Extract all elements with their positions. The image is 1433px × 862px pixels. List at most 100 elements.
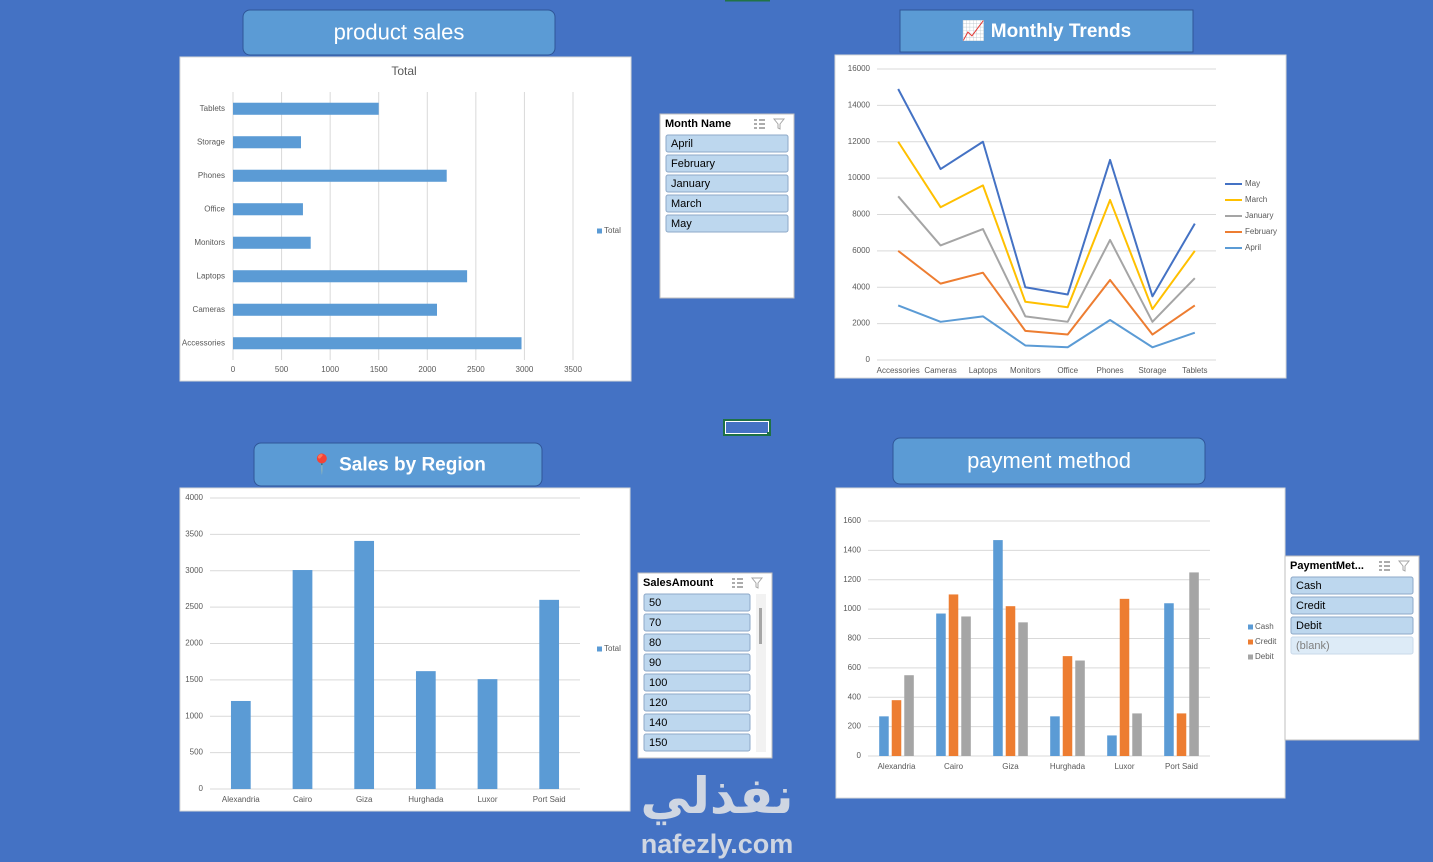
y-tick-label: Cameras — [193, 305, 225, 314]
x-tick-label: Alexandria — [878, 762, 916, 771]
line-series — [897, 304, 1196, 349]
bar — [993, 540, 1003, 756]
slicer-item[interactable] — [665, 154, 789, 173]
slicer-item[interactable] — [643, 733, 751, 752]
clear-filter-icon[interactable] — [750, 577, 764, 589]
bar — [233, 169, 447, 182]
bar — [233, 203, 303, 216]
slicer-title: SalesAmount — [643, 577, 714, 589]
y-tick-label: 1500 — [185, 675, 203, 684]
bar — [233, 136, 301, 149]
legend-swatch — [1248, 639, 1253, 645]
clear-filter-icon[interactable] — [1397, 560, 1411, 572]
bar — [1119, 598, 1130, 756]
bar — [477, 679, 498, 789]
chart-header: payment method — [967, 448, 1131, 473]
slicer-item[interactable] — [643, 593, 751, 612]
y-tick-label: 6000 — [852, 246, 870, 255]
legend-swatch — [597, 646, 602, 652]
bar — [1107, 735, 1117, 756]
y-tick-label: 400 — [848, 692, 862, 701]
slicer-item[interactable] — [643, 633, 751, 652]
bar — [961, 616, 971, 756]
slicer-item[interactable] — [1290, 636, 1414, 655]
slicer-item[interactable] — [1290, 596, 1414, 615]
x-tick-label: 0 — [231, 365, 236, 374]
x-tick-label: Phones — [1096, 366, 1123, 375]
bar — [1176, 713, 1187, 756]
y-tick-label: 2000 — [185, 639, 203, 648]
legend-swatch — [1248, 624, 1253, 630]
selected-cell[interactable] — [723, 419, 771, 436]
slicer-scroll-thumb[interactable] — [759, 608, 762, 644]
y-tick-label: 4000 — [852, 282, 870, 291]
line-series — [897, 88, 1196, 298]
watermark-latin: nafezly.com — [641, 829, 794, 859]
y-tick-label: 1400 — [843, 545, 861, 554]
bar — [1062, 656, 1073, 756]
legend-label: April — [1245, 243, 1261, 252]
slicer-item[interactable] — [643, 613, 751, 632]
bar — [233, 102, 379, 115]
bar — [1050, 716, 1060, 756]
y-tick-label: 200 — [848, 722, 862, 731]
slicer-item-label: 100 — [649, 677, 667, 689]
slicer-item[interactable] — [665, 194, 789, 213]
slicer-item[interactable] — [643, 713, 751, 732]
clear-filter-icon[interactable] — [772, 118, 786, 130]
slicer-item[interactable] — [1290, 616, 1414, 635]
bar — [936, 613, 946, 756]
chart-header-box — [242, 9, 556, 56]
line-series — [897, 141, 1196, 311]
chart-header-box — [899, 9, 1194, 53]
x-tick-label: Hurghada — [1050, 762, 1086, 771]
chart-panel — [834, 54, 1287, 379]
legend-swatch — [597, 228, 602, 234]
y-tick-label: 12000 — [848, 137, 871, 146]
x-tick-label: Giza — [1002, 762, 1019, 771]
fill-handle[interactable] — [767, 432, 771, 436]
multi-select-icon[interactable] — [754, 119, 765, 129]
x-tick-label: Luxor — [477, 795, 497, 804]
slicer-item-label: Debit — [1296, 620, 1322, 632]
y-tick-label: 0 — [866, 355, 871, 364]
slicer-item[interactable] — [643, 653, 751, 672]
y-tick-label: 0 — [857, 751, 862, 760]
x-tick-label: Port Said — [1165, 762, 1198, 771]
legend-label: Total — [604, 226, 621, 235]
slicer-item[interactable] — [1290, 576, 1414, 595]
watermark-arabic: نفذلي — [640, 768, 793, 825]
bar — [948, 594, 959, 756]
y-tick-label: 2000 — [852, 319, 870, 328]
slicer-item[interactable] — [643, 693, 751, 712]
slicer-title: PaymentMet... — [1290, 560, 1364, 572]
slicer-item-label: March — [671, 198, 702, 210]
slicer-item-label: 150 — [649, 737, 667, 749]
multi-select-icon[interactable] — [1379, 561, 1390, 571]
x-tick-label: Monitors — [1010, 366, 1041, 375]
legend-label: January — [1245, 211, 1273, 220]
bar — [1018, 622, 1028, 756]
multi-select-icon[interactable] — [732, 578, 743, 588]
y-tick-label: Monitors — [194, 238, 225, 247]
y-tick-label: 1000 — [185, 711, 203, 720]
legend-label: Debit — [1255, 652, 1274, 661]
slicer-item[interactable] — [665, 214, 789, 233]
x-tick-label: Port Said — [533, 795, 566, 804]
x-tick-label: Giza — [356, 795, 373, 804]
legend-label: February — [1245, 227, 1277, 236]
slicer-item-label: 80 — [649, 637, 661, 649]
slicer-item[interactable] — [643, 673, 751, 692]
slicer-item[interactable] — [665, 134, 789, 153]
x-tick-label: Storage — [1138, 366, 1167, 375]
slicer-item[interactable] — [665, 174, 789, 193]
bar — [904, 675, 914, 756]
legend-label: May — [1245, 179, 1260, 188]
bar — [539, 599, 560, 789]
chart-header: product sales — [334, 19, 465, 44]
y-tick-label: 10000 — [848, 173, 871, 182]
y-tick-label: 1600 — [843, 516, 861, 525]
bar — [1164, 603, 1174, 756]
x-tick-label: Accessories — [877, 366, 920, 375]
y-tick-label: 3000 — [185, 566, 203, 575]
